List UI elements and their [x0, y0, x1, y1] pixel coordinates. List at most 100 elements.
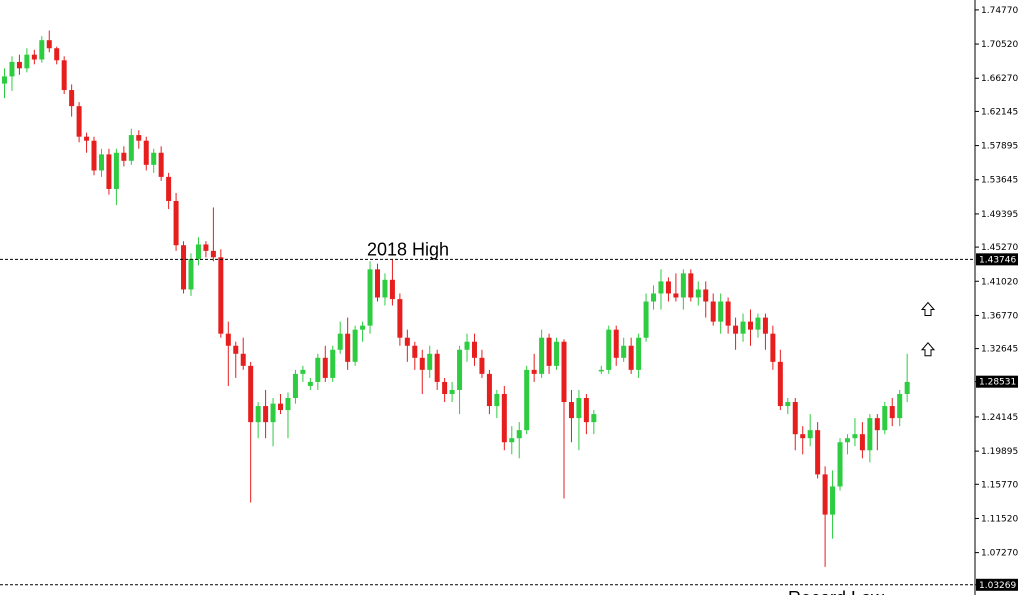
candle-bear [84, 136, 90, 141]
candle-bear [46, 40, 52, 49]
candle-bear [770, 333, 776, 362]
candle-bull [636, 337, 642, 370]
candle-bull [457, 349, 463, 390]
candle-bull [2, 76, 7, 84]
candle-bear [561, 341, 567, 403]
candle-bear [777, 361, 783, 407]
candle-bear [181, 245, 187, 290]
candle-bull [98, 154, 104, 171]
y-tick-label: 1.15770 [981, 480, 1018, 490]
candle-bear [688, 273, 694, 298]
candle-bear [166, 176, 172, 202]
candle-bear [859, 434, 865, 451]
candle-bull [524, 369, 530, 431]
candle-bear [136, 135, 142, 141]
candle-bull [195, 244, 201, 259]
candle-bear [568, 402, 574, 419]
candle-bull [255, 406, 261, 423]
candle-bear [173, 201, 179, 246]
candle-bear [889, 406, 895, 419]
candle-bear [613, 329, 619, 358]
candle-bull [837, 442, 843, 487]
candle-bear [389, 279, 395, 300]
candle-bull [852, 434, 858, 439]
y-tick-label: 1.53645 [981, 176, 1018, 186]
candle-bear [203, 244, 209, 251]
candle-bear [248, 365, 254, 423]
candle-bear [91, 140, 97, 171]
candle-bear [412, 345, 418, 358]
candle-bear [748, 321, 753, 330]
candle-bear [278, 403, 284, 411]
candle-bull [554, 341, 560, 366]
arrow-up-icon [920, 301, 936, 317]
candle-bear [345, 333, 351, 362]
candle-bull [598, 369, 604, 372]
candle-bull [188, 258, 194, 290]
candle-bear [61, 60, 67, 91]
candle-bull [292, 373, 298, 399]
candle-bull [785, 402, 791, 407]
candle-bull [807, 430, 813, 439]
candle-bear [419, 357, 425, 370]
candle-bull [360, 325, 366, 330]
candle-bear [69, 90, 75, 107]
candle-bull [307, 381, 313, 386]
candle-bull [427, 353, 433, 370]
level-badge: 1.43746 [979, 255, 1016, 265]
candle-bull [516, 430, 522, 439]
candle-bear [815, 430, 821, 475]
candle-bear [471, 341, 477, 358]
candle-bull [509, 438, 515, 443]
arrow-markers [920, 301, 936, 357]
y-tick-label: 1.57895 [981, 142, 1018, 152]
candle-bull [300, 369, 306, 374]
y-tick-label: 1.07270 [981, 549, 1018, 559]
candle-bull [643, 301, 649, 338]
candle-bear [322, 357, 328, 378]
candle-bear [143, 140, 149, 165]
candle-bull [285, 398, 291, 411]
candle-bull [315, 357, 321, 382]
candle-bull [449, 389, 455, 394]
candle-bull [576, 398, 582, 419]
annotation-record-low: Record Low [788, 588, 885, 595]
y-tick-label: 1.11520 [981, 514, 1018, 524]
candle-bull [695, 289, 701, 298]
candle-bull [539, 337, 545, 374]
candle-bull [897, 393, 903, 419]
candle-bull [621, 345, 627, 358]
level-badge: 1.03269 [979, 581, 1016, 591]
y-tick-label: 1.36770 [981, 311, 1018, 321]
candle-bear [628, 345, 634, 370]
y-tick-label: 1.41020 [981, 277, 1018, 287]
horizontal-levels: 2018 High Record Low [0, 239, 975, 595]
candle-bear [121, 152, 127, 161]
candle-bear [76, 106, 82, 137]
current-price-badge: 1.28531 [979, 378, 1016, 388]
candle-bear [822, 474, 828, 515]
candle-bull [367, 269, 373, 326]
candle-bear [233, 345, 239, 354]
candle-bear [792, 402, 798, 435]
candle-bear [404, 337, 410, 346]
y-tick-label: 1.32645 [981, 345, 1018, 355]
candle-bear [434, 353, 440, 382]
candle-bull [494, 393, 500, 407]
candle-bear [54, 48, 60, 61]
candle-bull [755, 317, 761, 330]
candle-bull [904, 381, 910, 394]
annotation-2018-high: 2018 High [367, 239, 449, 259]
candle-bear [225, 333, 231, 346]
candle-bear [665, 281, 671, 294]
candle-bull [352, 329, 358, 362]
y-tick-label: 1.45270 [981, 243, 1018, 253]
candle-bull [128, 135, 134, 161]
candle-bear [240, 353, 246, 366]
y-tick-label: 1.66270 [981, 74, 1018, 84]
candle-bear [263, 406, 269, 423]
candle-bear [375, 269, 380, 298]
candle-bear [703, 289, 709, 302]
candle-bull [464, 341, 470, 350]
candle-series [2, 30, 910, 567]
